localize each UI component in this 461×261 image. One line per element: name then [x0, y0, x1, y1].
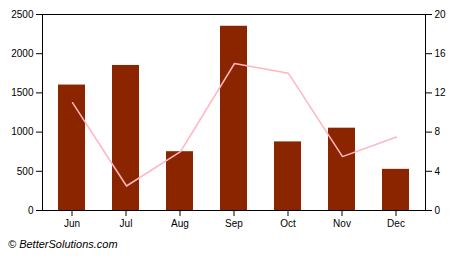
svg-text:16: 16 — [435, 48, 447, 59]
svg-text:2500: 2500 — [11, 9, 34, 20]
svg-text:Dec: Dec — [387, 218, 405, 229]
svg-text:1000: 1000 — [11, 126, 34, 137]
svg-text:Nov: Nov — [333, 218, 351, 229]
svg-text:Sep: Sep — [225, 218, 243, 229]
svg-text:0: 0 — [435, 205, 441, 216]
svg-text:Jun: Jun — [64, 218, 80, 229]
svg-text:Aug: Aug — [171, 218, 189, 229]
svg-text:8: 8 — [435, 126, 441, 137]
svg-text:2000: 2000 — [11, 48, 34, 59]
html-text:© BetterSolutions.com: © BetterSolutions.com — [8, 238, 118, 250]
svg-text:12: 12 — [435, 87, 447, 98]
svg-text:20: 20 — [435, 9, 447, 20]
svg-text:Oct: Oct — [280, 218, 296, 229]
svg-text:1500: 1500 — [11, 87, 34, 98]
svg-text:Jul: Jul — [120, 218, 133, 229]
svg-text:4: 4 — [435, 166, 441, 177]
svg-text:0: 0 — [28, 205, 34, 216]
svg-text:500: 500 — [17, 166, 34, 177]
